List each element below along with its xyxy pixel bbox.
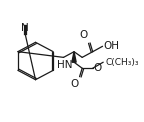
Text: N: N — [21, 23, 29, 33]
Text: HN: HN — [57, 60, 73, 70]
Text: O: O — [70, 79, 78, 89]
Polygon shape — [72, 52, 76, 62]
Text: O: O — [79, 30, 87, 40]
Text: O: O — [94, 63, 102, 73]
Text: OH: OH — [104, 41, 120, 51]
Text: C(CH₃)₃: C(CH₃)₃ — [106, 58, 139, 67]
